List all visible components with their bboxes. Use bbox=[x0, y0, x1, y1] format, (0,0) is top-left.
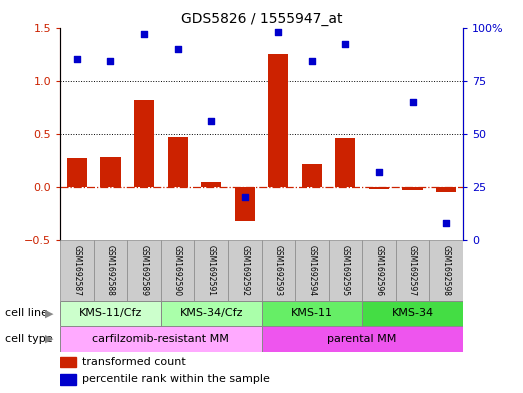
Point bbox=[73, 56, 81, 62]
Bar bbox=[60, 301, 161, 326]
Text: transformed count: transformed count bbox=[82, 357, 186, 367]
Bar bbox=[262, 240, 295, 301]
Point bbox=[241, 194, 249, 200]
Bar bbox=[161, 240, 195, 301]
Text: GSM1692592: GSM1692592 bbox=[240, 245, 249, 296]
Point bbox=[408, 99, 417, 105]
Bar bbox=[335, 138, 356, 187]
Point bbox=[274, 29, 282, 35]
Bar bbox=[369, 187, 389, 189]
Bar bbox=[228, 240, 262, 301]
Bar bbox=[161, 301, 262, 326]
Text: carfilzomib-resistant MM: carfilzomib-resistant MM bbox=[93, 334, 229, 344]
Bar bbox=[362, 301, 463, 326]
Bar bbox=[396, 240, 429, 301]
Bar bbox=[60, 357, 76, 367]
Bar bbox=[195, 240, 228, 301]
Text: KMS-34: KMS-34 bbox=[391, 309, 434, 318]
Point bbox=[207, 118, 215, 124]
Title: GDS5826 / 1555947_at: GDS5826 / 1555947_at bbox=[181, 13, 342, 26]
Bar bbox=[60, 240, 94, 301]
Bar bbox=[268, 54, 288, 187]
Bar bbox=[60, 326, 262, 352]
Bar bbox=[295, 240, 328, 301]
Point bbox=[308, 58, 316, 64]
Point bbox=[375, 169, 383, 175]
Bar bbox=[328, 240, 362, 301]
Bar bbox=[60, 374, 76, 385]
Point bbox=[106, 58, 115, 64]
Bar bbox=[362, 240, 396, 301]
Point bbox=[442, 220, 450, 226]
Text: GSM1692595: GSM1692595 bbox=[341, 244, 350, 296]
Text: GSM1692591: GSM1692591 bbox=[207, 245, 215, 296]
Text: GSM1692587: GSM1692587 bbox=[72, 245, 82, 296]
Text: GSM1692588: GSM1692588 bbox=[106, 245, 115, 296]
Text: GSM1692593: GSM1692593 bbox=[274, 244, 283, 296]
Text: percentile rank within the sample: percentile rank within the sample bbox=[82, 375, 270, 384]
Point bbox=[341, 41, 349, 48]
Bar bbox=[94, 240, 127, 301]
Text: GSM1692596: GSM1692596 bbox=[374, 244, 383, 296]
Text: KMS-11: KMS-11 bbox=[291, 309, 333, 318]
Text: parental MM: parental MM bbox=[327, 334, 397, 344]
Bar bbox=[201, 182, 221, 187]
Text: GSM1692598: GSM1692598 bbox=[441, 245, 451, 296]
Text: GSM1692597: GSM1692597 bbox=[408, 244, 417, 296]
Text: cell line: cell line bbox=[5, 309, 48, 318]
Bar bbox=[262, 301, 362, 326]
Bar bbox=[167, 137, 188, 187]
Bar bbox=[262, 326, 463, 352]
Text: KMS-34/Cfz: KMS-34/Cfz bbox=[179, 309, 243, 318]
Point bbox=[174, 46, 182, 52]
Bar bbox=[134, 100, 154, 187]
Bar bbox=[429, 240, 463, 301]
Bar bbox=[127, 240, 161, 301]
Bar bbox=[302, 164, 322, 187]
Point bbox=[140, 31, 148, 37]
Bar bbox=[436, 187, 456, 192]
Bar bbox=[100, 157, 120, 187]
Bar bbox=[235, 187, 255, 220]
Text: cell type: cell type bbox=[5, 334, 53, 344]
Text: GSM1692590: GSM1692590 bbox=[173, 244, 182, 296]
Text: GSM1692594: GSM1692594 bbox=[308, 244, 316, 296]
Text: ▶: ▶ bbox=[46, 334, 54, 344]
Bar bbox=[403, 187, 423, 190]
Text: GSM1692589: GSM1692589 bbox=[140, 245, 149, 296]
Bar bbox=[67, 158, 87, 187]
Text: KMS-11/Cfz: KMS-11/Cfz bbox=[79, 309, 142, 318]
Text: ▶: ▶ bbox=[46, 309, 54, 318]
